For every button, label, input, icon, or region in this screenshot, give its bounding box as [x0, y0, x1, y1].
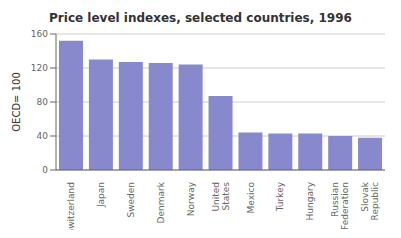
svg-text:RussianFederation: RussianFederation [330, 182, 350, 230]
svg-text:UnitedStates: UnitedStates [211, 182, 231, 212]
svg-text:40: 40 [37, 131, 49, 141]
svg-text:Japan: Japan [96, 182, 106, 208]
svg-text:Switzerland: Switzerland [66, 182, 76, 230]
svg-text:SlovakRepublic: SlovakRepublic [360, 181, 380, 220]
svg-text:Turkey: Turkey [275, 181, 285, 212]
svg-text:Denmark: Denmark [156, 181, 166, 223]
svg-text:Sweden: Sweden [126, 182, 136, 218]
svg-text:Hungary: Hungary [305, 181, 315, 220]
svg-text:0: 0 [42, 165, 48, 175]
svg-text:OECD= 100: OECD= 100 [11, 72, 22, 132]
html-text:Price level indexes, selected: Price level indexes, selected countries,… [49, 11, 352, 25]
svg-text:120: 120 [31, 63, 48, 73]
svg-text:160: 160 [31, 29, 48, 39]
svg-text:Norway: Norway [186, 181, 196, 216]
svg-text:Mexico: Mexico [246, 182, 256, 214]
svg-text:80: 80 [37, 97, 49, 107]
